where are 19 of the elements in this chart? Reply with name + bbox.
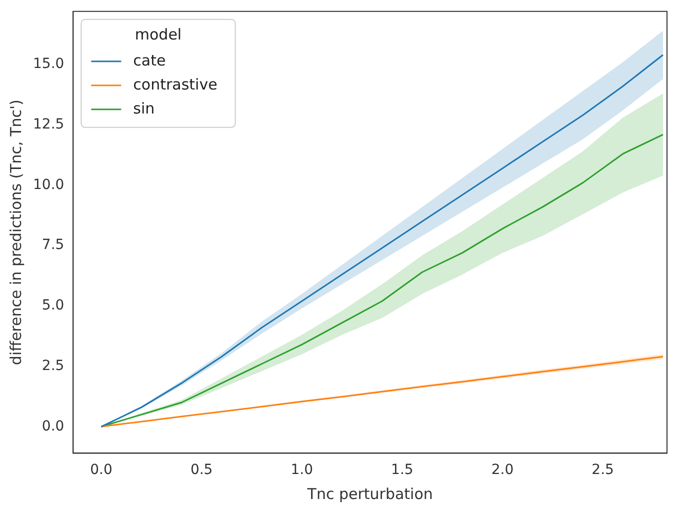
y-tick-label: 5.0 bbox=[42, 298, 64, 314]
y-axis-title: difference in predictions (Tnc, Tnc') bbox=[6, 100, 25, 366]
legend-title: model bbox=[134, 25, 182, 44]
x-tick-label: 0.5 bbox=[190, 462, 213, 478]
legend-label: sin bbox=[133, 99, 155, 118]
legend-label: cate bbox=[133, 51, 166, 70]
legend-label: contrastive bbox=[133, 75, 218, 94]
x-axis-title: Tnc perturbation bbox=[306, 484, 433, 503]
x-tick-label: 2.0 bbox=[491, 462, 514, 478]
y-tick-label: 12.5 bbox=[33, 116, 64, 133]
y-tick-label: 0.0 bbox=[42, 418, 64, 434]
y-tick-label: 2.5 bbox=[42, 358, 64, 374]
y-tick-label: 7.5 bbox=[42, 237, 64, 254]
x-tick-label: 2.5 bbox=[592, 462, 614, 478]
x-tick-label: 0.0 bbox=[90, 462, 112, 478]
x-tick-label: 1.5 bbox=[391, 462, 414, 478]
y-tick-label: 10.0 bbox=[33, 176, 64, 193]
y-tick-label: 15.0 bbox=[33, 56, 64, 72]
x-tick-label: 1.0 bbox=[290, 462, 314, 478]
